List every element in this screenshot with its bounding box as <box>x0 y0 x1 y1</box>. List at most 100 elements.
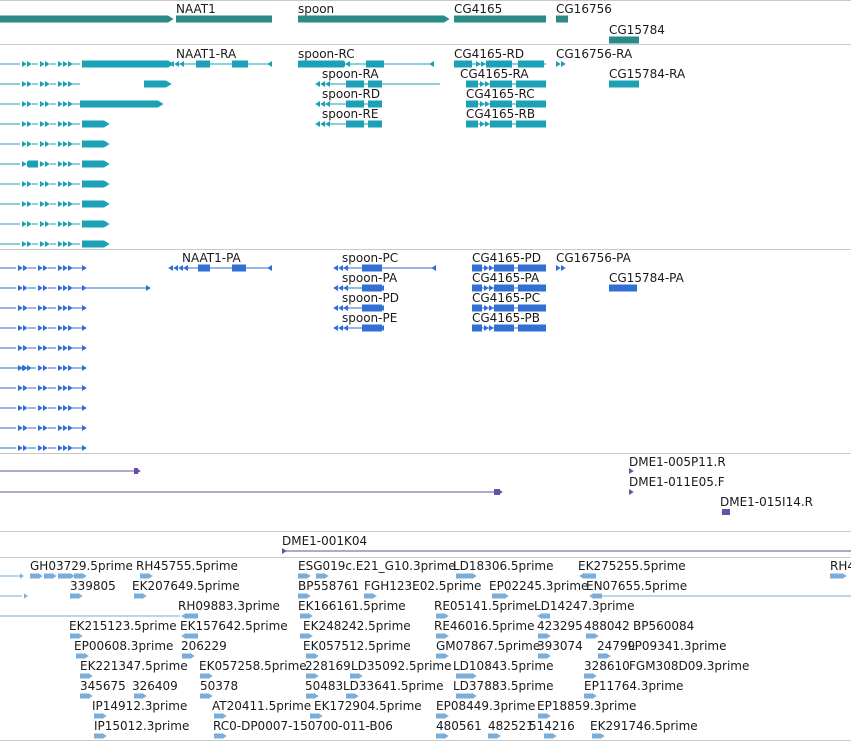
exon-block[interactable] <box>82 240 104 248</box>
strand-arrow[interactable] <box>489 265 494 271</box>
strand-arrow[interactable] <box>104 140 110 148</box>
exon-block[interactable] <box>82 160 104 168</box>
strand-arrow[interactable] <box>27 241 32 247</box>
strand-arrow[interactable] <box>43 405 48 411</box>
strand-arrow[interactable] <box>27 201 32 207</box>
strand-arrow[interactable] <box>40 201 45 207</box>
strand-arrow[interactable] <box>183 265 188 271</box>
exon-block[interactable] <box>176 15 272 23</box>
strand-arrow[interactable] <box>489 325 494 331</box>
strand-arrow[interactable] <box>181 613 186 619</box>
exon-block[interactable] <box>490 100 512 108</box>
strand-arrow[interactable] <box>842 573 847 579</box>
exon-block[interactable] <box>598 653 606 659</box>
strand-arrow[interactable] <box>58 121 63 127</box>
exon-block[interactable] <box>0 15 168 23</box>
strand-arrow[interactable] <box>444 633 449 639</box>
strand-arrow[interactable] <box>306 573 311 579</box>
exon-block[interactable] <box>58 573 70 579</box>
strand-arrow[interactable] <box>58 141 63 147</box>
strand-arrow[interactable] <box>600 733 605 739</box>
strand-arrow[interactable] <box>190 653 195 659</box>
strand-arrow[interactable] <box>222 733 227 739</box>
strand-arrow[interactable] <box>63 325 68 331</box>
strand-arrow[interactable] <box>63 81 68 87</box>
strand-arrow[interactable] <box>45 221 50 227</box>
exon-block[interactable] <box>200 673 208 679</box>
exon-block[interactable] <box>182 653 190 659</box>
strand-arrow[interactable] <box>379 305 384 311</box>
exon-block[interactable] <box>436 633 444 639</box>
strand-arrow[interactable] <box>63 445 68 451</box>
exon-block[interactable] <box>472 304 482 312</box>
strand-arrow[interactable] <box>158 100 164 108</box>
exon-block[interactable] <box>516 80 546 88</box>
exon-block[interactable] <box>472 284 482 292</box>
strand-arrow[interactable] <box>84 653 89 659</box>
strand-arrow[interactable] <box>40 221 45 227</box>
strand-arrow[interactable] <box>168 15 174 23</box>
exon-block[interactable] <box>30 573 38 579</box>
exon-block[interactable] <box>584 693 592 699</box>
strand-arrow[interactable] <box>579 573 584 579</box>
strand-arrow[interactable] <box>18 445 23 451</box>
strand-arrow[interactable] <box>88 673 93 679</box>
strand-arrow[interactable] <box>63 345 68 351</box>
exon-block[interactable] <box>542 613 550 619</box>
strand-arrow[interactable] <box>315 81 320 87</box>
strand-arrow[interactable] <box>43 445 48 451</box>
strand-arrow[interactable] <box>324 573 329 579</box>
exon-block[interactable] <box>298 593 306 599</box>
strand-arrow[interactable] <box>18 365 23 371</box>
exon-block[interactable] <box>82 180 104 188</box>
strand-arrow[interactable] <box>82 573 87 579</box>
strand-arrow[interactable] <box>23 325 28 331</box>
strand-arrow[interactable] <box>40 61 45 67</box>
exon-block[interactable] <box>70 593 78 599</box>
exon-block[interactable] <box>346 120 364 128</box>
exon-block[interactable] <box>28 160 38 168</box>
exon-block[interactable] <box>486 60 512 68</box>
exon-block[interactable] <box>82 140 104 148</box>
strand-arrow[interactable] <box>78 593 83 599</box>
strand-arrow[interactable] <box>40 161 45 167</box>
strand-arrow[interactable] <box>82 425 87 431</box>
strand-arrow[interactable] <box>38 425 43 431</box>
exon-block[interactable] <box>516 100 546 108</box>
strand-arrow[interactable] <box>146 285 151 291</box>
strand-arrow[interactable] <box>480 101 485 107</box>
exon-block[interactable] <box>436 613 444 619</box>
strand-arrow[interactable] <box>43 345 48 351</box>
exon-block[interactable] <box>368 80 382 88</box>
strand-arrow[interactable] <box>38 365 43 371</box>
strand-arrow[interactable] <box>40 81 45 87</box>
strand-arrow[interactable] <box>444 713 449 719</box>
exon-block[interactable] <box>82 60 168 68</box>
strand-arrow[interactable] <box>306 593 311 599</box>
exon-block[interactable] <box>472 264 482 272</box>
exon-block[interactable] <box>300 613 308 619</box>
exon-block[interactable] <box>456 673 472 679</box>
strand-arrow[interactable] <box>267 61 272 67</box>
exon-block[interactable] <box>436 653 444 659</box>
strand-arrow[interactable] <box>63 141 68 147</box>
strand-arrow[interactable] <box>484 285 489 291</box>
strand-arrow[interactable] <box>174 61 179 67</box>
strand-arrow[interactable] <box>18 385 23 391</box>
strand-arrow[interactable] <box>561 61 566 67</box>
strand-arrow[interactable] <box>27 121 32 127</box>
strand-arrow[interactable] <box>38 285 43 291</box>
strand-arrow[interactable] <box>485 121 490 127</box>
exon-block[interactable] <box>456 693 472 699</box>
exon-block[interactable] <box>538 713 546 719</box>
strand-arrow[interactable] <box>472 693 477 699</box>
exon-block[interactable] <box>80 693 88 699</box>
exon-block[interactable] <box>298 60 344 68</box>
strand-arrow[interactable] <box>22 141 27 147</box>
strand-arrow[interactable] <box>504 593 509 599</box>
exon-block[interactable] <box>456 573 472 579</box>
strand-arrow[interactable] <box>314 653 319 659</box>
exon-block[interactable] <box>364 593 372 599</box>
strand-arrow[interactable] <box>333 305 338 311</box>
exon-block[interactable] <box>544 733 552 739</box>
